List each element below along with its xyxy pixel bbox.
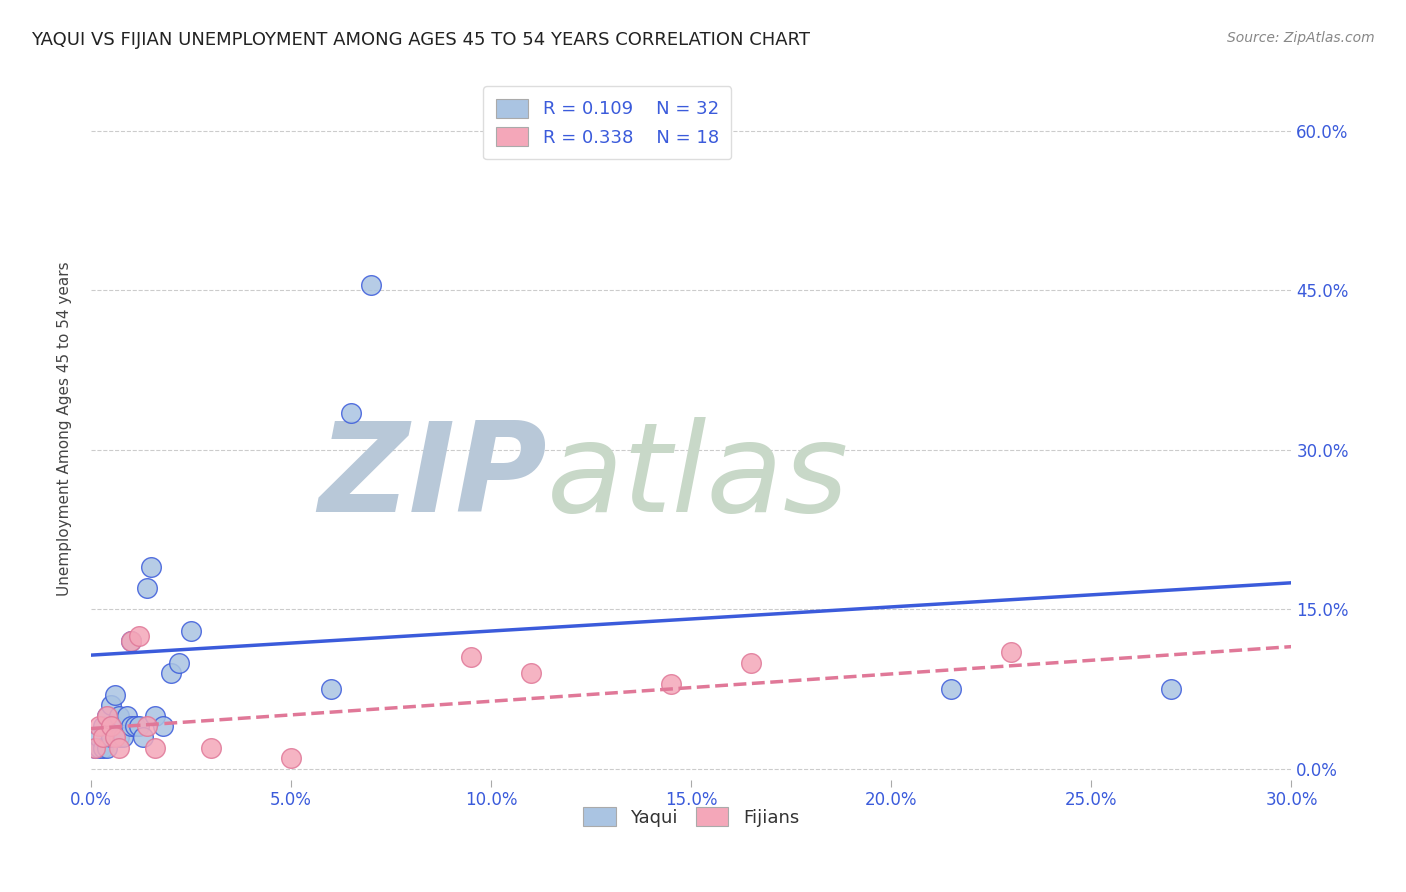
Point <box>84 740 107 755</box>
Point <box>87 730 110 744</box>
Point <box>87 719 110 733</box>
Point <box>104 688 127 702</box>
Point <box>108 740 131 755</box>
Point <box>520 666 543 681</box>
Point <box>128 719 150 733</box>
Point <box>108 708 131 723</box>
Point <box>132 730 155 744</box>
Point <box>167 656 190 670</box>
Point <box>139 559 162 574</box>
Point <box>96 740 118 755</box>
Point <box>143 708 166 723</box>
Point <box>120 634 142 648</box>
Point <box>96 708 118 723</box>
Point <box>1000 645 1022 659</box>
Point <box>143 740 166 755</box>
Point <box>120 719 142 733</box>
Point <box>120 634 142 648</box>
Point <box>104 719 127 733</box>
Point <box>152 719 174 733</box>
Point <box>200 740 222 755</box>
Point <box>319 682 342 697</box>
Point <box>1160 682 1182 697</box>
Point <box>136 581 159 595</box>
Point <box>160 666 183 681</box>
Point <box>91 719 114 733</box>
Point <box>111 730 134 744</box>
Point <box>340 406 363 420</box>
Point <box>280 751 302 765</box>
Point <box>136 719 159 733</box>
Point <box>740 656 762 670</box>
Point <box>91 740 114 755</box>
Text: atlas: atlas <box>547 417 849 538</box>
Point <box>91 730 114 744</box>
Point <box>84 740 107 755</box>
Y-axis label: Unemployment Among Ages 45 to 54 years: Unemployment Among Ages 45 to 54 years <box>58 261 72 596</box>
Point <box>659 677 682 691</box>
Text: YAQUI VS FIJIAN UNEMPLOYMENT AMONG AGES 45 TO 54 YEARS CORRELATION CHART: YAQUI VS FIJIAN UNEMPLOYMENT AMONG AGES … <box>31 31 810 49</box>
Legend: Yaqui, Fijians: Yaqui, Fijians <box>576 800 806 834</box>
Point <box>87 740 110 755</box>
Point <box>100 730 122 744</box>
Point <box>124 719 146 733</box>
Point <box>104 730 127 744</box>
Point <box>100 698 122 713</box>
Point <box>96 708 118 723</box>
Point <box>360 277 382 292</box>
Point <box>100 719 122 733</box>
Point <box>460 650 482 665</box>
Point <box>115 708 138 723</box>
Point <box>180 624 202 638</box>
Text: ZIP: ZIP <box>318 417 547 538</box>
Point <box>941 682 963 697</box>
Text: Source: ZipAtlas.com: Source: ZipAtlas.com <box>1227 31 1375 45</box>
Point <box>128 629 150 643</box>
Point <box>108 730 131 744</box>
